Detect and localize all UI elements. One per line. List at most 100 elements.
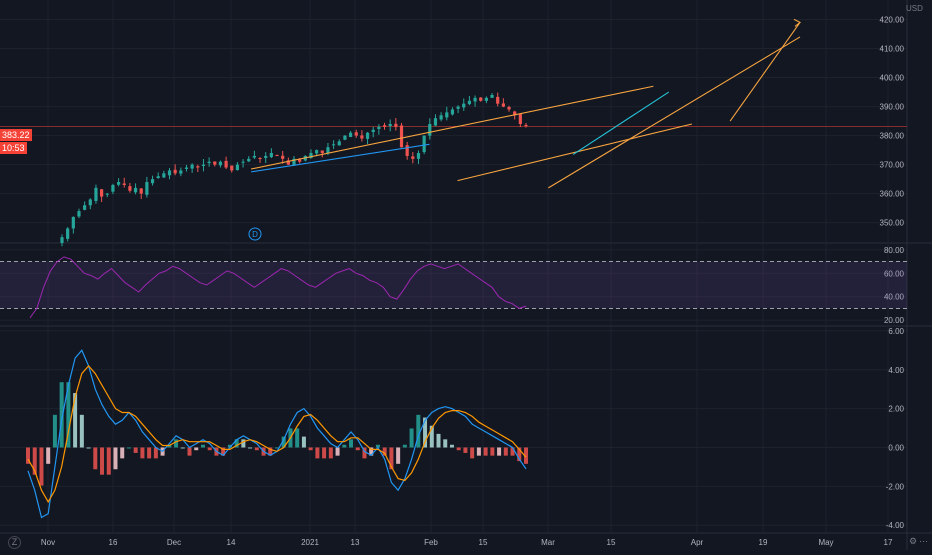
trendline-orange	[250, 85, 654, 170]
candle-body	[60, 237, 64, 243]
candle-body	[292, 158, 296, 166]
macd-histogram-bar	[221, 447, 226, 456]
macd-histogram-bar	[126, 447, 131, 449]
candle-body	[315, 150, 319, 154]
macd-histogram-bar	[342, 444, 347, 448]
x-tick-label: 16	[109, 538, 118, 547]
macd-histogram-bar	[234, 439, 239, 448]
candle-body	[445, 112, 449, 118]
candle-body	[462, 103, 466, 108]
macd-histogram-bar	[362, 447, 367, 459]
candle-body	[490, 94, 494, 98]
candle-body	[105, 193, 109, 195]
candle-body	[213, 161, 217, 165]
macd-histogram-bar	[322, 447, 327, 459]
logo-icon[interactable]: Z	[8, 536, 21, 549]
macd-histogram-bar	[268, 447, 273, 456]
macd-histogram-bar	[174, 439, 179, 448]
candle-body	[111, 184, 115, 192]
macd-histogram-bar	[301, 436, 306, 448]
candle-body	[348, 132, 353, 137]
candle-body	[94, 187, 98, 201]
macd-histogram-bar	[153, 447, 158, 459]
rsi-tick-label: 80.00	[884, 246, 905, 255]
trendline-cyan	[572, 91, 670, 155]
x-tick-label: 15	[479, 538, 488, 547]
macd-histogram-bar	[254, 447, 259, 451]
candle-body	[156, 176, 160, 179]
macd-histogram-bar	[79, 414, 84, 448]
rsi-tick-label: 60.00	[884, 269, 905, 278]
candle-body	[269, 153, 273, 158]
candle-body	[286, 160, 290, 165]
x-tick-label: Nov	[41, 538, 55, 547]
macd-histogram-bar	[382, 447, 387, 456]
candle-body	[473, 97, 477, 102]
candle-body	[388, 124, 392, 127]
macd-histogram-bar	[416, 414, 421, 448]
macd-histogram-bar	[227, 444, 232, 448]
x-tick-label: Feb	[424, 538, 438, 547]
macd-histogram-bar	[456, 447, 461, 451]
candle-body	[139, 188, 143, 194]
candle-body	[184, 167, 189, 169]
timezone-icon[interactable]: ⚙	[909, 536, 918, 546]
candle-body	[201, 164, 206, 166]
candle-body	[518, 113, 522, 124]
candle-body	[128, 186, 132, 191]
macd-histogram-bar	[510, 447, 515, 456]
event-marker-circle	[248, 227, 262, 241]
candle-body	[252, 155, 256, 158]
candle-body	[377, 126, 381, 130]
y-tick-label: 390.00	[880, 103, 905, 112]
price-badge: 383.22	[0, 129, 32, 141]
x-tick-label: 14	[227, 538, 236, 547]
macd-histogram-bar	[275, 447, 279, 449]
y-tick-label: 380.00	[880, 132, 905, 141]
x-tick-label: 15	[607, 538, 616, 547]
candle-body	[467, 100, 472, 105]
trendline-arrowhead	[793, 18, 802, 27]
y-tick-label: 370.00	[880, 161, 905, 170]
macd-histogram-bar	[187, 447, 192, 456]
macd-histogram-bar	[369, 447, 374, 456]
macd-histogram-bar	[476, 447, 481, 456]
candle-body	[337, 141, 341, 146]
x-tick-label: Mar	[541, 538, 555, 547]
x-tick-label: 17	[884, 538, 893, 547]
candle-body	[281, 155, 285, 159]
candle-body	[247, 158, 251, 162]
macd-histogram-bar	[120, 447, 125, 459]
macd-histogram-bar	[308, 447, 313, 451]
candle-body	[88, 199, 92, 206]
candle-body	[167, 170, 172, 176]
macd-histogram-bar	[503, 447, 508, 456]
macd-histogram-bar	[73, 393, 78, 448]
trendline-orange	[548, 36, 801, 189]
candle-body	[456, 106, 460, 109]
candle-body	[150, 179, 155, 184]
candle-body	[422, 135, 426, 153]
candle-body	[507, 106, 511, 110]
candle-body	[275, 155, 279, 157]
candle-body	[524, 124, 528, 127]
macd-histogram-bar	[281, 436, 286, 448]
candle-body	[116, 182, 121, 185]
x-tick-label: 2021	[301, 538, 319, 547]
currency-label[interactable]: USD	[906, 4, 923, 13]
x-tick-label: 19	[759, 538, 768, 547]
gear-icon[interactable]: ⋯	[919, 536, 928, 546]
macd-histogram-bar	[355, 447, 360, 451]
candle-body	[496, 96, 500, 104]
candle-body	[382, 125, 387, 127]
macd-histogram-bar	[396, 447, 401, 464]
candle-body	[66, 228, 70, 239]
candle-body	[230, 165, 234, 171]
countdown-badge: 10:53	[0, 142, 27, 154]
x-tick-label: Apr	[691, 538, 704, 547]
macd-tick-label: -4.00	[886, 521, 905, 530]
macd-histogram-bar	[524, 447, 528, 464]
candle-body	[484, 97, 488, 101]
